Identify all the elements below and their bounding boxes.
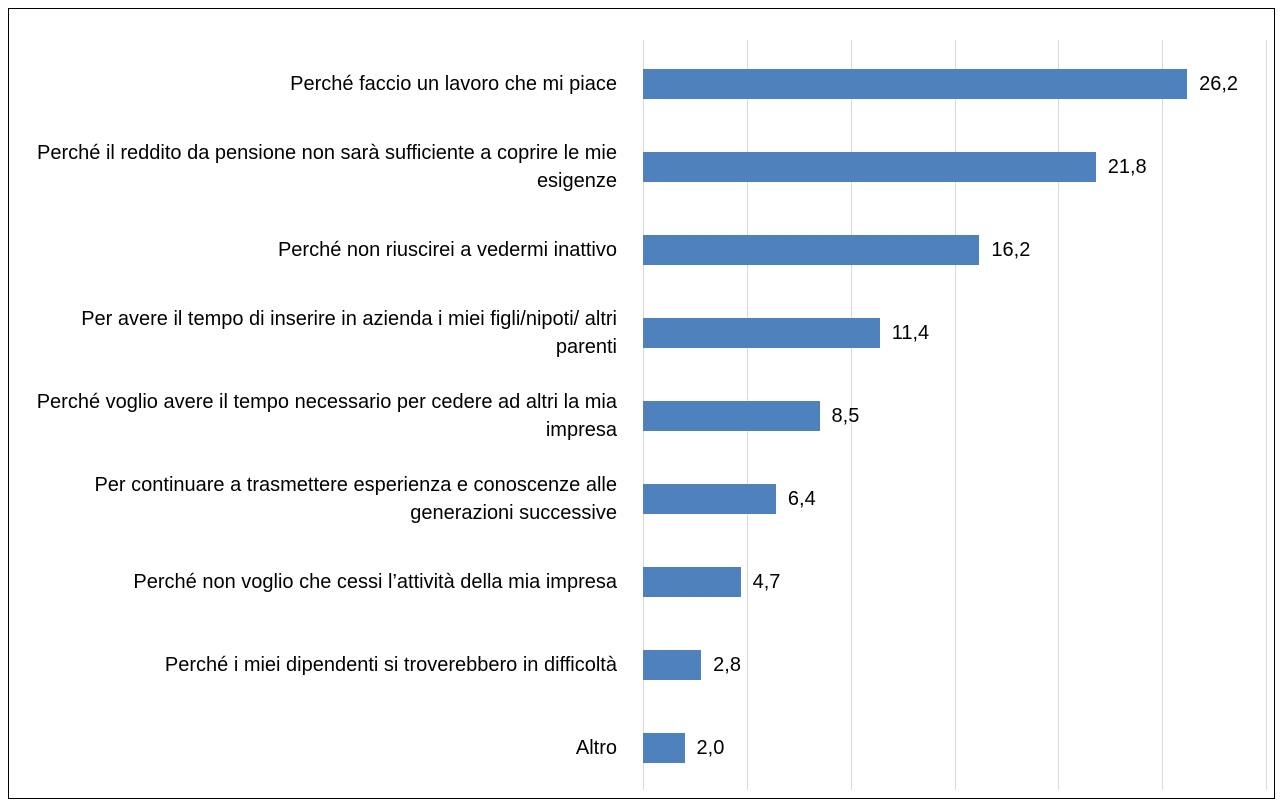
grid-line [1162, 40, 1164, 790]
value-label: 2,8 [713, 654, 741, 676]
value-label: 6,4 [787, 488, 816, 510]
bar [643, 235, 980, 265]
bar [643, 484, 776, 514]
category-label: Altro [575, 737, 617, 759]
bar [643, 69, 1188, 99]
value-label: 8,5 [831, 405, 860, 427]
chart-frame [8, 8, 1275, 799]
grid-line [850, 40, 852, 790]
bar [643, 733, 685, 763]
category-label: Perché voglio avere il tempo necessario … [36, 391, 617, 441]
category-label: Perché il reddito da pensione non sarà s… [37, 142, 617, 192]
grid-line [1266, 40, 1267, 790]
grid-line [954, 40, 956, 790]
value-label: 2,0 [696, 737, 725, 759]
value-label: 11,4 [891, 322, 930, 344]
category-label: Perché non voglio che cessi l’attività d… [133, 571, 617, 593]
bar [643, 650, 702, 680]
value-label: 26,2 [1199, 73, 1239, 95]
bar [643, 318, 880, 348]
category-label: Per avere il tempo di inserire in aziend… [81, 308, 617, 358]
value-label: 16,2 [991, 239, 1031, 261]
value-label: 4,7 [752, 571, 781, 593]
grid-line [1058, 40, 1060, 790]
category-label: Perché faccio un lavoro che mi piace [290, 73, 617, 95]
value-label: 21,8 [1107, 156, 1147, 178]
bar [643, 401, 820, 431]
bar [643, 152, 1096, 182]
category-label: Per continuare a trasmettere esperienza … [94, 474, 617, 524]
category-label: Perché non riuscirei a vedermi inattivo [277, 239, 617, 261]
category-label: Perché i miei dipendenti si troverebbero… [164, 654, 617, 676]
bar [643, 567, 741, 597]
